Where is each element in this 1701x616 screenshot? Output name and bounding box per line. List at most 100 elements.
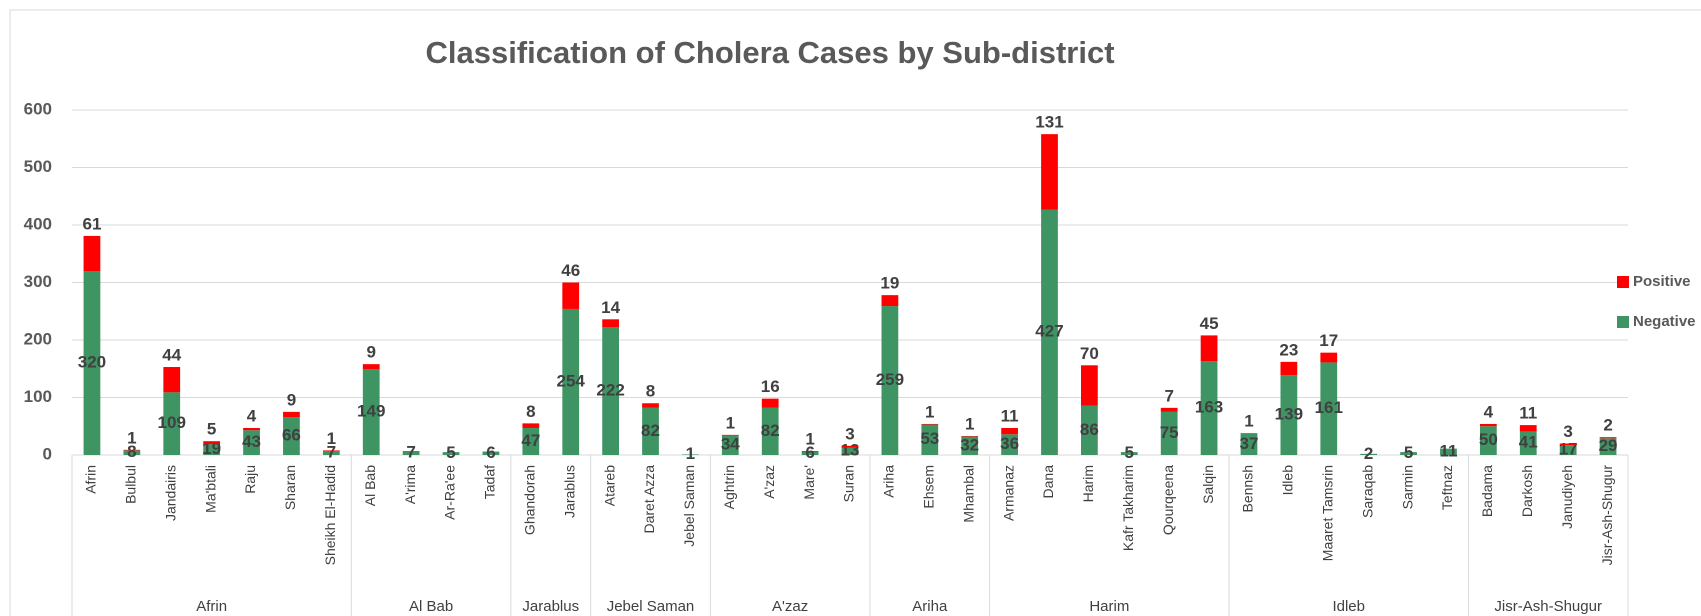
data-label: 4 xyxy=(247,406,257,425)
data-label: 7 xyxy=(1164,386,1173,405)
data-label: 6 xyxy=(805,443,814,462)
bar-segment xyxy=(961,436,979,455)
bar-segment xyxy=(801,450,819,452)
group-label: Ariha xyxy=(912,598,948,615)
bar-segment xyxy=(801,451,819,455)
bar-segment xyxy=(1400,452,1417,455)
bar-segment xyxy=(1559,443,1577,446)
data-label: 8 xyxy=(646,382,655,401)
legend-label: Negative xyxy=(1633,313,1696,330)
y-tick-label: 200 xyxy=(24,329,52,348)
x-tick-label: Mare' xyxy=(801,465,817,500)
chart-title: Classification of Cholera Cases by Sub-d… xyxy=(425,35,1114,70)
data-label: 1 xyxy=(925,402,934,421)
data-label: 254 xyxy=(557,371,586,390)
x-tick-label: Suran xyxy=(841,465,857,502)
bar-segment xyxy=(721,435,739,455)
data-label: 1 xyxy=(327,429,336,448)
x-tick-label: Sheikh El-Hadid xyxy=(322,465,338,565)
y-tick-label: 500 xyxy=(24,157,52,176)
data-label: 82 xyxy=(641,421,660,440)
bar-segment xyxy=(203,441,221,445)
x-tick-label: Aghtrin xyxy=(721,465,737,509)
group-label: Harim xyxy=(1089,598,1129,615)
data-label: 163 xyxy=(1195,398,1223,417)
x-tick-label: Bulbul xyxy=(123,465,139,504)
bar-segment xyxy=(1200,361,1218,455)
bar-segment xyxy=(283,417,300,455)
data-label: 36 xyxy=(1000,434,1019,453)
bar-segment xyxy=(1440,448,1457,455)
bar-segment xyxy=(203,444,221,455)
bar-segment xyxy=(642,403,659,408)
bar-segment xyxy=(522,423,540,428)
bar-segment xyxy=(1479,423,1497,427)
bar-segment xyxy=(83,235,101,271)
bar-segment xyxy=(881,306,899,455)
group-label: Afrin xyxy=(196,598,227,615)
y-tick-label: 300 xyxy=(24,272,52,291)
data-label: 139 xyxy=(1275,405,1303,424)
data-label: 11 xyxy=(1519,404,1537,423)
data-label: 6 xyxy=(486,443,495,462)
data-label: 66 xyxy=(282,426,301,445)
data-label: 1 xyxy=(965,415,974,434)
bar-segment xyxy=(1280,361,1298,376)
y-tick-label: 400 xyxy=(24,214,52,233)
group-label: Jisr-Ash-Shugur xyxy=(1494,598,1602,615)
data-label: 427 xyxy=(1035,322,1063,341)
data-label: 1 xyxy=(805,429,814,448)
x-tick-label: Kafr Takharim xyxy=(1120,465,1136,551)
bar-segment xyxy=(83,271,101,455)
bar-segment xyxy=(721,434,739,436)
bar-segment xyxy=(921,423,939,425)
data-label: 3 xyxy=(845,424,854,443)
data-label: 14 xyxy=(601,298,620,317)
x-tick-label: Ariha xyxy=(881,465,897,498)
x-tick-label: Maaret Tamsrin xyxy=(1319,465,1335,561)
data-label: 45 xyxy=(1200,314,1219,333)
bar-segment xyxy=(362,369,380,455)
data-label: 17 xyxy=(1319,331,1338,350)
legend-label: Positive xyxy=(1633,273,1691,290)
bar-segment xyxy=(1041,134,1058,210)
data-label: 82 xyxy=(761,421,780,440)
x-tick-label: Sarmin xyxy=(1399,465,1415,509)
data-label: 47 xyxy=(521,431,540,450)
data-label: 5 xyxy=(1404,443,1413,462)
data-label: 61 xyxy=(82,214,101,233)
bar-segment xyxy=(1320,362,1338,455)
bar-segment xyxy=(562,282,580,309)
bar-segment xyxy=(961,436,979,437)
bar-segment xyxy=(1081,365,1098,406)
legend-swatch xyxy=(1617,276,1629,288)
data-label: 41 xyxy=(1519,433,1538,452)
x-tick-label: Teftnaz xyxy=(1439,465,1455,510)
bar-segment xyxy=(123,449,141,451)
data-label: 29 xyxy=(1599,436,1618,455)
bar-segment xyxy=(1599,438,1617,455)
bar-segment xyxy=(1559,445,1577,455)
bar-segment xyxy=(402,450,420,455)
x-tick-label: Jebel Saman xyxy=(681,465,697,547)
group-label: Jarablus xyxy=(522,598,579,615)
bar-segment xyxy=(362,364,380,370)
data-label: 1 xyxy=(1244,412,1253,431)
bar-segment xyxy=(283,411,300,418)
bar-segment xyxy=(163,392,181,455)
bar-segment xyxy=(322,450,340,451)
y-tick-label: 100 xyxy=(24,387,52,406)
bar-segment xyxy=(243,430,260,455)
data-label: 1 xyxy=(726,413,735,432)
data-label: 11 xyxy=(1001,406,1019,425)
chart-border xyxy=(9,9,1701,616)
x-tick-label: Jandairis xyxy=(162,465,178,521)
x-tick-label: Janudiyeh xyxy=(1559,465,1575,529)
data-label: 32 xyxy=(960,435,979,454)
data-label: 19 xyxy=(880,274,899,293)
data-label: 9 xyxy=(287,390,296,409)
bar-segment xyxy=(1479,426,1497,455)
data-label: 43 xyxy=(242,432,261,451)
data-label: 9 xyxy=(366,343,375,362)
data-label: 86 xyxy=(1080,420,1099,439)
